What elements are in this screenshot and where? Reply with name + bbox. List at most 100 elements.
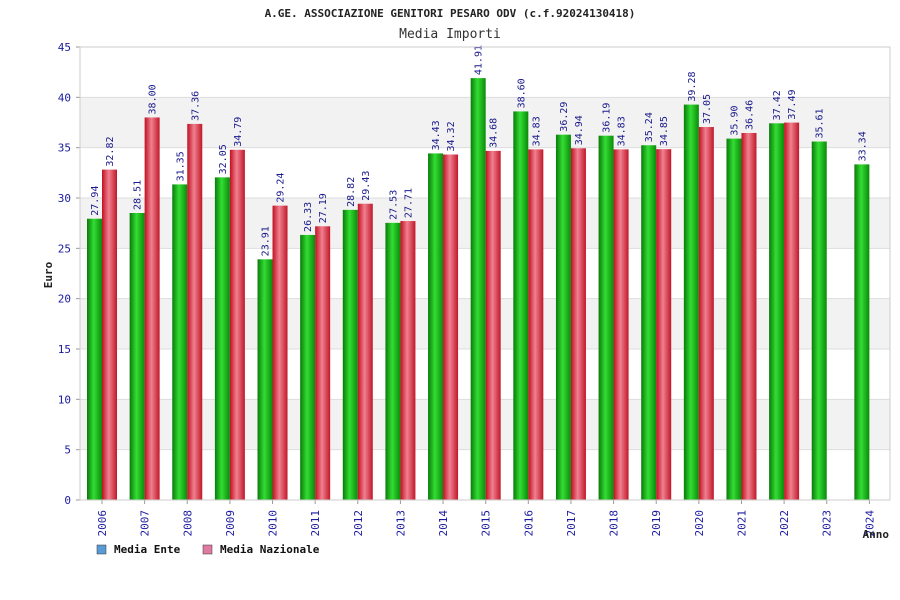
bar-media-nazionale: [400, 221, 416, 500]
value-label-media-ente: 39.28: [687, 71, 698, 101]
bar-media-nazionale: [698, 127, 714, 500]
bar-media-ente: [257, 259, 273, 500]
x-tick-label: 2012: [352, 510, 365, 537]
chart-subtitle: Media Importi: [399, 27, 501, 42]
bar-media-nazionale: [229, 149, 245, 500]
x-tick-label: 2013: [394, 510, 407, 537]
bar-media-ente: [342, 209, 358, 500]
value-label-media-nazionale: 37.36: [190, 91, 201, 121]
value-label-media-nazionale: 34.94: [574, 115, 585, 145]
bar-media-ente: [129, 212, 145, 500]
legend-swatch-media-ente: [96, 544, 107, 555]
plot-frame: [79, 46, 891, 501]
y-tick-label: 25: [58, 242, 71, 255]
value-label-media-nazionale: 34.83: [531, 116, 542, 146]
y-tick-label: 35: [58, 142, 71, 155]
bar-media-ente: [172, 184, 188, 500]
value-label-media-nazionale: 34.83: [617, 116, 628, 146]
value-label-media-ente: 32.05: [218, 144, 229, 174]
value-label-media-nazionale: 32.82: [105, 137, 116, 167]
bar-media-ente: [854, 164, 870, 501]
y-tick-label: 45: [58, 41, 71, 54]
x-tick-label: 2019: [650, 510, 663, 537]
bar-media-ente: [683, 104, 699, 501]
bar-media-nazionale: [144, 117, 160, 500]
legend-label-media-nazionale: Media Nazionale: [220, 543, 320, 556]
value-labels-group: 27.94 32.82 28.51 38.00 31.35 37.36 32.05 34.79…: [90, 45, 868, 256]
value-label-media-nazionale: 34.79: [233, 117, 244, 147]
bar-media-nazionale: [784, 122, 800, 500]
y-tick-label: 20: [58, 293, 71, 306]
x-tick-label: 2023: [821, 510, 834, 537]
value-label-media-nazionale: 36.46: [744, 100, 755, 130]
y-tick-label: 10: [58, 393, 71, 406]
x-tick-label: 2016: [522, 510, 535, 537]
value-label-media-nazionale: 37.49: [787, 89, 798, 119]
bar-media-nazionale: [570, 148, 586, 500]
value-label-media-ente: 28.51: [133, 180, 144, 210]
value-label-media-ente: 41.91: [474, 45, 485, 75]
x-tick-label: 2017: [565, 510, 578, 537]
bar-media-ente: [470, 78, 486, 500]
value-label-media-ente: 36.19: [602, 103, 613, 133]
x-tick-label: 2021: [735, 510, 748, 537]
value-label-media-nazionale: 37.05: [702, 94, 713, 124]
value-label-media-ente: 35.90: [729, 105, 740, 135]
value-label-media-ente: 27.94: [90, 186, 101, 216]
legend-swatch-media-nazionale: [202, 544, 213, 555]
value-label-media-ente: 38.60: [516, 78, 527, 108]
x-tick-label: 2024: [863, 510, 876, 537]
x-tick-label: 2010: [267, 510, 280, 537]
value-label-media-ente: 23.91: [261, 226, 272, 256]
value-label-media-nazionale: 29.24: [276, 173, 287, 203]
x-tick-label: 2009: [224, 510, 237, 537]
value-label-media-ente: 27.53: [388, 190, 399, 220]
bar-media-nazionale: [443, 154, 459, 500]
bar-media-nazionale: [741, 132, 757, 500]
x-tick-label: 2011: [309, 510, 322, 537]
bar-media-ente: [598, 135, 614, 501]
legend-label-media-ente: Media Ente: [114, 543, 181, 556]
x-tick-label: 2018: [608, 510, 621, 537]
value-label-media-nazionale: 27.19: [318, 193, 329, 223]
value-label-media-ente: 35.24: [644, 112, 655, 142]
value-label-media-ente: 35.61: [815, 108, 826, 138]
x-tick-label: 2007: [139, 510, 152, 537]
y-tick-label: 5: [64, 444, 71, 457]
bar-media-ente: [87, 218, 102, 500]
bar-media-nazionale: [656, 149, 672, 500]
x-axis-ticks: 2006 2007 2008 2009 2010 2011 2012 2013 2014 2015…: [96, 500, 876, 537]
value-label-media-ente: 26.33: [303, 202, 314, 232]
bar-media-nazionale: [485, 150, 501, 500]
x-tick-label: 2008: [181, 510, 194, 537]
bar-media-nazionale: [528, 149, 544, 501]
value-label-media-ente: 33.34: [857, 131, 868, 161]
value-label-media-nazionale: 34.85: [659, 116, 670, 146]
value-label-media-ente: 37.42: [772, 90, 783, 120]
x-tick-label: 2006: [96, 510, 109, 537]
value-label-media-nazionale: 34.68: [489, 118, 500, 148]
value-label-media-ente: 34.43: [431, 120, 442, 150]
bar-media-nazionale: [357, 203, 373, 500]
bar-media-ente: [428, 153, 444, 500]
bar-media-ente: [300, 234, 316, 500]
value-label-media-nazionale: 34.32: [446, 121, 457, 151]
value-label-media-nazionale: 38.00: [148, 84, 159, 114]
bar-media-ente: [641, 145, 657, 500]
bar-media-nazionale: [613, 149, 629, 501]
legend: Media Ente Media Nazionale: [96, 543, 320, 556]
y-axis-label: Euro: [42, 261, 55, 288]
x-tick-label: 2020: [693, 510, 706, 537]
value-label-media-nazionale: 29.43: [361, 171, 372, 201]
bar-media-ente: [214, 177, 230, 500]
value-label-media-nazionale: 27.71: [403, 188, 414, 218]
y-tick-label: 15: [58, 343, 71, 356]
y-tick-label: 30: [58, 192, 71, 205]
value-label-media-ente: 28.82: [346, 177, 357, 207]
x-axis-label: Anno: [863, 528, 890, 541]
bar-media-nazionale: [315, 226, 331, 500]
y-tick-label: 40: [58, 91, 71, 104]
bar-media-ente: [385, 222, 401, 500]
bar-media-ente: [555, 134, 571, 500]
